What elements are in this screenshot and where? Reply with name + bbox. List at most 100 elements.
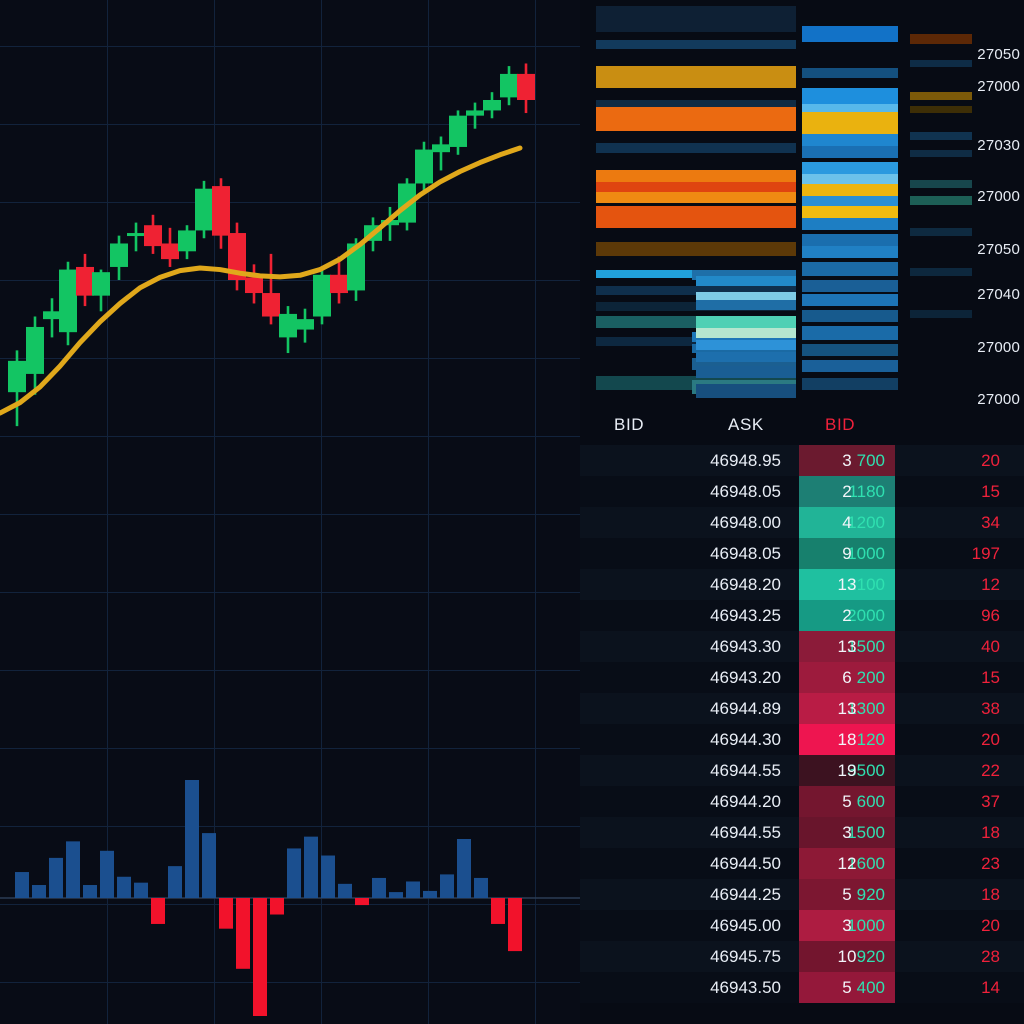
- heatmap-cell: [910, 34, 972, 44]
- volume-bar: [287, 848, 301, 898]
- heatmap-cell: [802, 88, 898, 104]
- heatmap-cell: [696, 300, 796, 310]
- heatmap-cell: [802, 196, 898, 206]
- heatmap-cell: [802, 262, 898, 276]
- candle-body: [296, 319, 314, 330]
- heatmap-price-axis: 27050 27000 27030 27000 27050 27040 27000 27000: [936, 0, 1020, 405]
- heatmap-cell: [596, 206, 796, 228]
- dom-heat-value-cell: 19: [837, 761, 857, 780]
- gridline-vertical: [535, 0, 536, 1024]
- dom-row[interactable]: 46943.20 200 6 15: [580, 662, 1024, 693]
- candle-body: [228, 233, 246, 280]
- dom-price-cell: 46948.05: [710, 482, 781, 501]
- dom-row[interactable]: 46948.20 2100 13 12: [580, 569, 1024, 600]
- dom-price-cell: 46944.50: [710, 854, 781, 873]
- volume-bar: [474, 877, 488, 898]
- dom-bid-size-cell: 12: [981, 575, 1000, 594]
- chart-gridlines: [0, 0, 580, 1024]
- dom-table-body[interactable]: 46948.95 700 3 20 46948.05 1180 2 15 46948.00 120…: [580, 445, 1024, 1003]
- gridline-horizontal: [0, 124, 580, 125]
- candle-body: [144, 225, 162, 247]
- heatmap-cell: [596, 40, 796, 49]
- dom-ask-size-cell: 1180: [848, 482, 885, 501]
- heatmap-cell: [802, 206, 898, 218]
- dom-row[interactable]: 46944.55 1500 3 18: [580, 817, 1024, 848]
- dom-row[interactable]: 46948.05 1000 9 197: [580, 538, 1024, 569]
- dom-bid-size-cell: 28: [981, 947, 1000, 966]
- depth-heatmap[interactable]: 27050 27000 27030 27000 27050 27040 27000 27000: [580, 0, 1024, 405]
- dom-ask-size-cell: 1300: [847, 699, 885, 718]
- gridline-horizontal: [0, 280, 580, 281]
- heatmap-cell: [802, 246, 898, 258]
- dom-price-cell: 46945.00: [710, 916, 781, 935]
- candle-body: [415, 149, 433, 184]
- volume-bar: [338, 883, 352, 898]
- dom-row[interactable]: 46944.25 920 5 18: [580, 879, 1024, 910]
- dom-row[interactable]: 46943.30 1500 13 40: [580, 631, 1024, 662]
- heatmap-cell: [596, 143, 796, 153]
- candle-body: [76, 266, 94, 296]
- volume-bar: [202, 833, 216, 898]
- dom-heat-cell-background: [799, 972, 895, 1003]
- heatmap-cell: [596, 182, 796, 192]
- heatmap-cell: [802, 326, 898, 340]
- volume-bar: [440, 874, 454, 898]
- dom-ask-size-cell: 3500: [847, 761, 885, 780]
- dom-heat-value-cell: 12: [837, 854, 857, 873]
- dom-row[interactable]: 46944.20 600 5 37: [580, 786, 1024, 817]
- candle-body: [43, 311, 61, 320]
- dom-row[interactable]: 46948.00 1200 4 34: [580, 507, 1024, 538]
- dom-bid-size-cell: 20: [981, 730, 1000, 749]
- volume-bar: [32, 885, 46, 898]
- dom-row[interactable]: 46945.00 1000 3 20: [580, 910, 1024, 941]
- dom-price-cell: 46944.55: [710, 761, 781, 780]
- heatmap-cell: [910, 180, 972, 188]
- dom-row[interactable]: 46948.95 700 3 20: [580, 445, 1024, 476]
- dom-heat-value-cell: 5: [842, 885, 852, 904]
- volume-bar: [151, 898, 165, 924]
- price-chart-pane[interactable]: [0, 0, 580, 1024]
- candle-body: [110, 243, 128, 267]
- dom-heat-value-cell: 4: [842, 513, 852, 532]
- dom-row[interactable]: 46943.25 2000 2 96: [580, 600, 1024, 631]
- dom-row[interactable]: 46944.55 3500 19 22: [580, 755, 1024, 786]
- volume-bar: [117, 876, 131, 898]
- volume-bar: [508, 898, 522, 952]
- volume-bar: [100, 850, 114, 898]
- dom-heat-cell-background: [799, 848, 895, 879]
- dom-bid-size-cell: 37: [981, 792, 1000, 811]
- heatmap-column: [910, 0, 972, 405]
- dom-price-cell: 46943.30: [710, 637, 781, 656]
- dom-ask-size-cell: 1600: [847, 854, 885, 873]
- dom-heat-cell-background: [799, 569, 895, 600]
- dom-ask-size-cell: 1200: [847, 513, 885, 532]
- heatmap-cell: [802, 174, 898, 184]
- dom-heat-value-cell: 18: [837, 730, 857, 749]
- dom-heat-value-cell: 2: [842, 482, 852, 501]
- dom-price-cell: 46944.20: [710, 792, 781, 811]
- candle-body: [195, 188, 213, 231]
- dom-row[interactable]: 46944.89 1300 13 38: [580, 693, 1024, 724]
- dom-row[interactable]: 46945.75 920 10 28: [580, 941, 1024, 972]
- dom-price-cell: 46944.30: [710, 730, 781, 749]
- dom-heat-value-cell: 6: [842, 668, 852, 687]
- dom-price-cell: 46944.55: [710, 823, 781, 842]
- dom-price-cell: 46943.20: [710, 668, 781, 687]
- dom-row[interactable]: 46948.05 1180 2 15: [580, 476, 1024, 507]
- dom-heat-value-cell: 2: [842, 606, 852, 625]
- dom-heat-cell-background: [799, 693, 895, 724]
- heatmap-cell: [910, 268, 972, 276]
- dom-heat-cell-background: [799, 724, 895, 755]
- dom-price-cell: 46943.25: [710, 606, 781, 625]
- heatmap-cell: [910, 150, 972, 157]
- heatmap-cell: [910, 92, 972, 100]
- dom-heat-cell-background: [799, 662, 895, 693]
- dom-row[interactable]: 46944.50 1600 12 23: [580, 848, 1024, 879]
- dom-ladder-table[interactable]: BID ASK BID 46948.95 700 3 20 46948.05 1180 2 15 4…: [580, 405, 1024, 1024]
- dom-row[interactable]: 46944.30 120 18 20: [580, 724, 1024, 755]
- dom-table-header: BID ASK BID: [580, 405, 1024, 445]
- volume-bar: [406, 881, 420, 898]
- candle-body: [517, 73, 535, 100]
- candle-body: [92, 272, 110, 296]
- dom-row[interactable]: 46943.50 400 5 14: [580, 972, 1024, 1003]
